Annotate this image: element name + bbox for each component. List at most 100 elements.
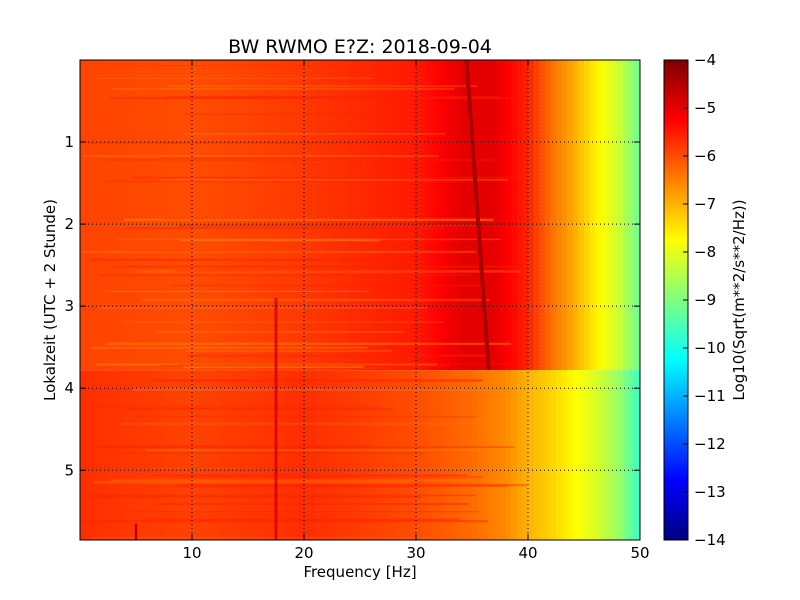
spectrogram-cell bbox=[382, 370, 389, 540]
noise-streak bbox=[105, 342, 512, 345]
spectrogram-cell bbox=[533, 60, 540, 371]
spectrogram-cell bbox=[354, 60, 361, 371]
spectrogram-cell bbox=[119, 60, 126, 371]
spectrogram-cell bbox=[360, 370, 367, 540]
spectrogram-cell bbox=[236, 370, 243, 540]
colorbar-tick-label: −9 bbox=[694, 291, 716, 309]
spectrogram-cell bbox=[214, 60, 221, 371]
spectrogram-cell bbox=[388, 370, 395, 540]
spectrogram-cell bbox=[494, 370, 501, 540]
y-axis-ticks: 1 2 3 4 5 bbox=[64, 133, 640, 479]
spectrogram-cell bbox=[91, 370, 98, 540]
spectrogram-cell bbox=[449, 370, 456, 540]
spectrogram-cell bbox=[606, 370, 613, 540]
colorbar-tick-label: −11 bbox=[694, 387, 726, 405]
spectrogram-cell bbox=[483, 370, 490, 540]
spectrogram-cell bbox=[455, 370, 462, 540]
spectrogram-cell bbox=[147, 370, 154, 540]
spectrogram-cell bbox=[550, 60, 557, 371]
spectrogram-cell bbox=[466, 60, 473, 371]
colorbar-tick-label: −10 bbox=[694, 339, 726, 357]
x-tick-label: 10 bbox=[182, 544, 201, 562]
noise-streak bbox=[178, 224, 480, 227]
spectrogram-cell bbox=[388, 60, 395, 371]
spectrogram-cell bbox=[298, 370, 305, 540]
y-tick-label: 4 bbox=[64, 379, 74, 397]
spectrogram-cell bbox=[175, 60, 182, 371]
noise-streak bbox=[177, 363, 515, 365]
spectrogram-cell bbox=[365, 60, 372, 371]
spectrogram-cell bbox=[136, 60, 143, 371]
spectrogram-cell bbox=[584, 370, 591, 540]
spectrogram-cell bbox=[460, 370, 467, 540]
spectrogram-cell bbox=[152, 60, 159, 371]
spectrogram-cell bbox=[556, 60, 563, 371]
spectrogram-cell bbox=[108, 370, 115, 540]
spectrogram-cell bbox=[253, 370, 260, 540]
spectrogram-cell bbox=[287, 370, 294, 540]
spectrogram-cell bbox=[567, 60, 574, 371]
noise-streak bbox=[95, 77, 374, 79]
colorbar-tick-label: −6 bbox=[694, 147, 716, 165]
colorbar-tick-label: −8 bbox=[694, 243, 716, 261]
x-tick-label: 50 bbox=[630, 544, 649, 562]
spectrogram-cell bbox=[113, 60, 120, 371]
spectrogram-cell bbox=[382, 60, 389, 371]
x-tick-label: 40 bbox=[518, 544, 537, 562]
spectrogram-cell bbox=[141, 370, 148, 540]
noise-streak bbox=[156, 331, 405, 333]
spectrogram-cell bbox=[304, 370, 311, 540]
spectrogram-cell bbox=[416, 60, 423, 371]
noise-streak bbox=[106, 159, 495, 161]
noise-streak bbox=[91, 346, 368, 349]
spectrogram-cell bbox=[393, 370, 400, 540]
spectrogram-cell bbox=[130, 370, 137, 540]
spectrogram-cell bbox=[80, 60, 87, 371]
spectrogram-cell bbox=[371, 370, 378, 540]
spectrogram-cell bbox=[460, 60, 467, 371]
spectrogram-cell bbox=[192, 60, 199, 371]
noise-streak bbox=[91, 446, 515, 448]
spectrogram-cell bbox=[438, 370, 445, 540]
spectrogram-plot bbox=[80, 60, 640, 540]
spectrogram-cell bbox=[85, 60, 92, 371]
spectrogram-cell bbox=[270, 60, 277, 371]
spectrogram-cell bbox=[404, 60, 411, 371]
noise-streak bbox=[105, 180, 465, 183]
noise-streak bbox=[82, 520, 489, 523]
noise-streak bbox=[183, 365, 364, 369]
spectrogram-cell bbox=[561, 60, 568, 371]
noise-streak bbox=[98, 307, 429, 309]
spectrogram-cell bbox=[147, 60, 154, 371]
grid-lines bbox=[80, 60, 640, 540]
noise-streak bbox=[120, 423, 487, 425]
noise-streak bbox=[183, 60, 409, 62]
spectrogram-cell bbox=[281, 370, 288, 540]
spectrogram-cells bbox=[80, 60, 640, 540]
noise-streak bbox=[126, 250, 371, 252]
spectrogram-cell bbox=[208, 370, 215, 540]
noise-streak bbox=[161, 179, 509, 181]
spectrogram-cell bbox=[248, 370, 255, 540]
spectrogram-cell bbox=[488, 370, 495, 540]
spectrogram-cell bbox=[248, 60, 255, 371]
spectrogram-cell bbox=[410, 370, 417, 540]
spectrogram-cell bbox=[91, 60, 98, 371]
spectrogram-cell bbox=[326, 370, 333, 540]
noise-streak bbox=[180, 239, 380, 242]
colorbar-tick-label: −4 bbox=[694, 51, 716, 69]
spectrogram-cell bbox=[483, 60, 490, 371]
noise-streak bbox=[170, 284, 483, 287]
spectrogram-cell bbox=[522, 370, 529, 540]
spectral-lines bbox=[134, 60, 491, 540]
spectrogram-cell bbox=[225, 60, 232, 371]
noise-streak bbox=[90, 258, 400, 261]
noise-streak bbox=[131, 176, 527, 179]
noise-streak bbox=[168, 475, 483, 479]
noise-streak bbox=[88, 141, 406, 144]
spectrogram-cell bbox=[477, 60, 484, 371]
spectrogram-cell bbox=[197, 60, 204, 371]
spectrogram-cell bbox=[634, 60, 640, 371]
spectrogram-cell bbox=[108, 60, 115, 371]
